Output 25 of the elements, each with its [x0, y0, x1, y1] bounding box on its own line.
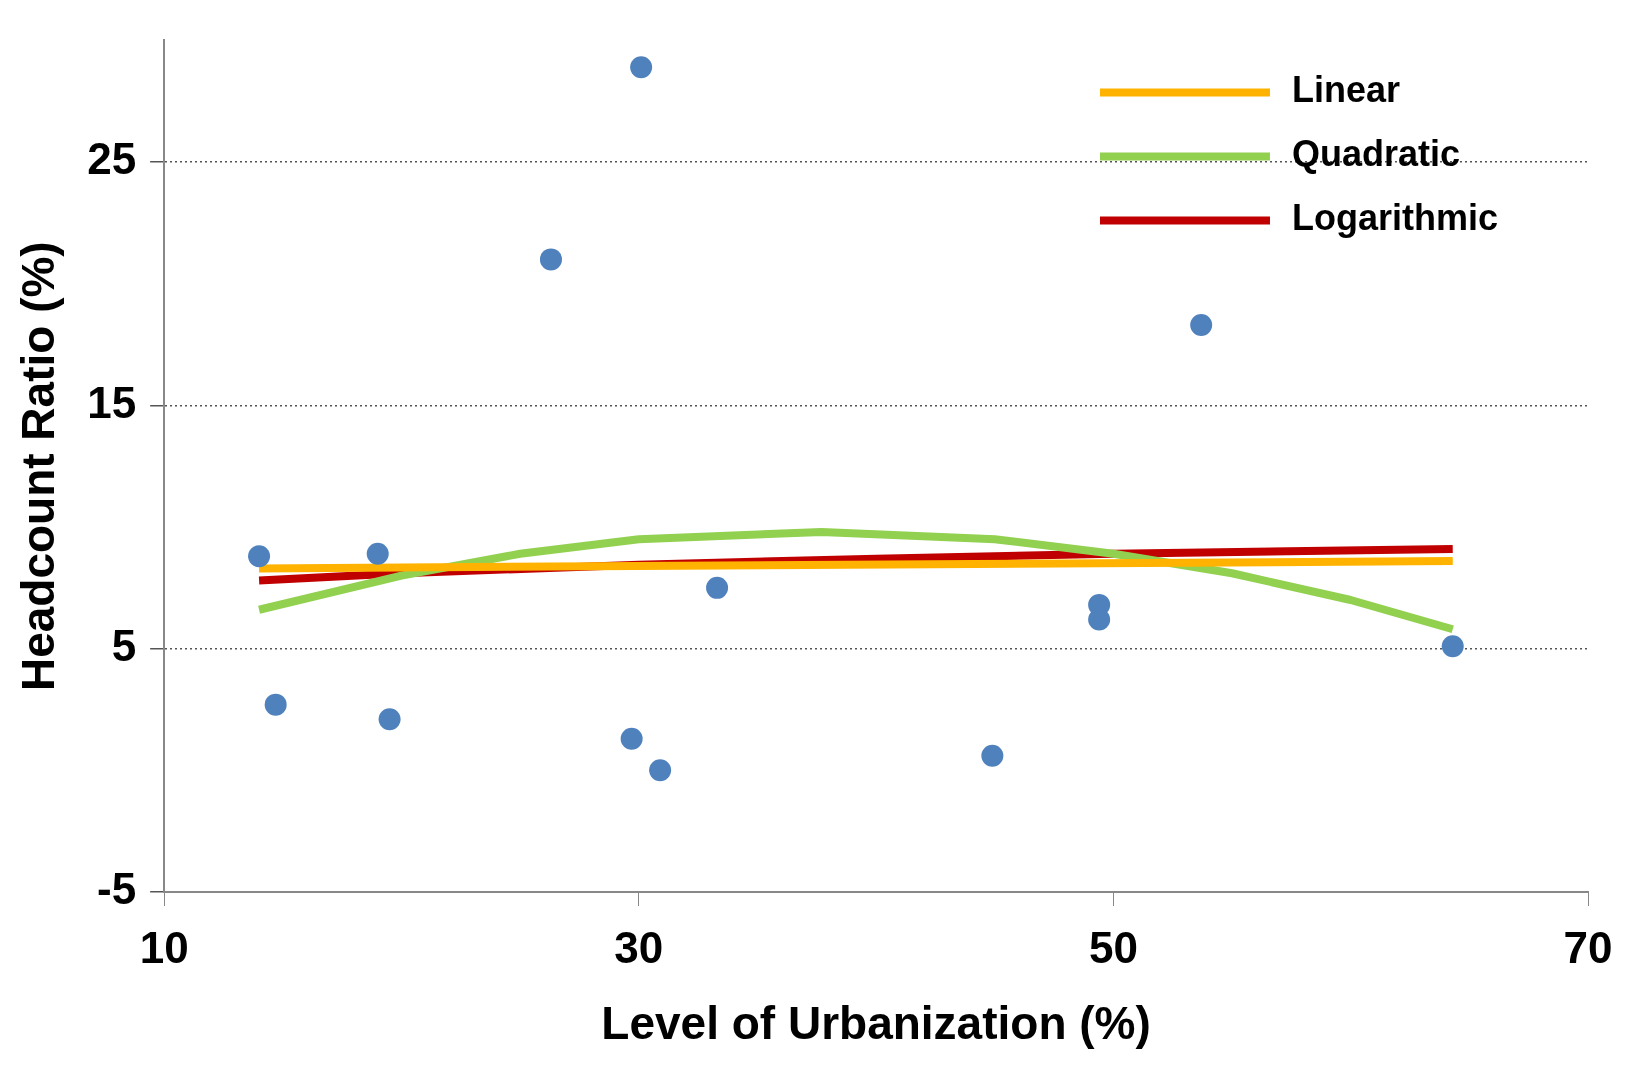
point	[539, 248, 562, 271]
y-tick-label: 15	[87, 377, 137, 427]
point	[981, 744, 1004, 767]
x-tick-label: 70	[1563, 922, 1613, 972]
y-axis-title: Headcount Ratio (%)	[12, 241, 65, 692]
y-tick-label: 25	[87, 134, 137, 184]
legend-label: Quadratic	[1291, 133, 1461, 175]
point	[630, 56, 653, 79]
point	[378, 708, 401, 731]
point	[1190, 314, 1213, 337]
point	[366, 542, 389, 565]
x-tick-label: 30	[614, 922, 664, 972]
point	[706, 576, 729, 599]
y-tick-label: 5	[111, 620, 137, 670]
y-tick-label: -5	[97, 864, 137, 914]
point	[264, 693, 287, 716]
point	[1441, 635, 1464, 658]
legend-label: Linear	[1291, 69, 1401, 111]
point	[248, 545, 271, 568]
x-tick-label: 10	[139, 922, 189, 972]
point	[649, 759, 672, 782]
legend-label: Logarithmic	[1291, 197, 1498, 239]
x-axis-title: Level of Urbanization (%)	[601, 997, 1151, 1050]
point	[620, 727, 643, 750]
x-tick-label: 50	[1088, 922, 1138, 972]
